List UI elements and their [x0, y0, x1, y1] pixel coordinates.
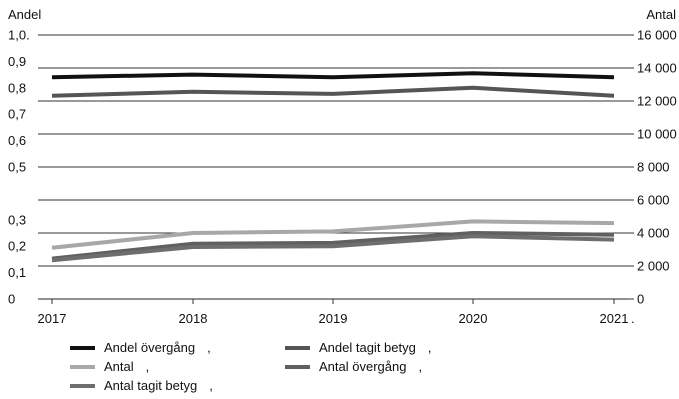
right-tick-label: 14 000: [637, 61, 677, 76]
right-axis-ticks: 0 2 000 4 000 6 000 8 000 10 000 12 000 14 000 1…: [628, 28, 677, 307]
legend-suffix: ,: [418, 359, 422, 374]
legend-label: Andel övergång: [104, 340, 195, 355]
x-tick-label: 2021: [600, 311, 629, 326]
legend-suffix: ,: [428, 340, 432, 355]
series-lines: [51, 71, 615, 263]
legend: Andel övergång, Andel tagit betyg ,Antal, A…: [70, 340, 431, 393]
right-tick-label: 8 000: [637, 160, 670, 175]
x-tick-label: 2017: [38, 311, 67, 326]
left-tick-label: 0,7: [8, 107, 26, 122]
x-tick-label: 2018: [179, 311, 208, 326]
legend-label: Antal tagit betyg: [104, 378, 197, 393]
left-tick-label: 0,6: [8, 133, 26, 148]
left-tick-label: 0,1: [8, 265, 26, 280]
left-axis-title: Andel: [8, 7, 41, 22]
legend-label: Antal: [104, 359, 134, 374]
right-axis-title: Antal: [646, 7, 676, 22]
series-line-antal-tagit-betyg: [51, 234, 615, 263]
right-tick-label: 0: [637, 292, 644, 307]
x-tick-label: 2020: [459, 311, 488, 326]
right-tick-label: 2 000: [637, 259, 670, 274]
series-line-antal-verg-ng: [51, 231, 615, 261]
left-tick-label: 0,2: [8, 239, 26, 254]
legend-suffix: ,: [209, 378, 213, 393]
left-tick-label: 1,0.: [8, 28, 30, 43]
legend-suffix: ,: [207, 340, 211, 355]
right-tick-label: 10 000: [637, 127, 677, 142]
left-tick-label: 0,3: [8, 212, 26, 227]
legend-label: Antal övergång: [319, 359, 406, 374]
x-tick-label: 2019: [319, 311, 348, 326]
left-tick-label: 0,8: [8, 80, 26, 95]
right-tick-label: 16 000: [637, 28, 677, 43]
right-tick-label: 4 000: [637, 226, 670, 241]
left-tick-label: 0,5: [8, 160, 26, 175]
legend-suffix: ,: [146, 359, 150, 374]
left-axis-ticks: 0 0,1 0,2 0,3 0,5 0,6 0,7 0,8 0,9 1,0.: [8, 28, 30, 307]
series-line-andel-verg-ng: [51, 71, 615, 80]
x-axis-ticks: 2017 2018 2019 2020 2021.: [38, 299, 635, 326]
series-line-antal: [51, 219, 615, 250]
series-line-andel-tagit-betyg: [51, 85, 615, 98]
right-tick-label: 6 000: [637, 193, 670, 208]
right-tick-label: 12 000: [637, 94, 677, 109]
left-tick-label: 0: [8, 292, 15, 307]
x-axis-suffix: .: [631, 311, 635, 326]
legend-label: Andel tagit betyg: [319, 340, 416, 355]
left-tick-label: 0,9: [8, 54, 26, 69]
gridlines: [38, 34, 628, 300]
